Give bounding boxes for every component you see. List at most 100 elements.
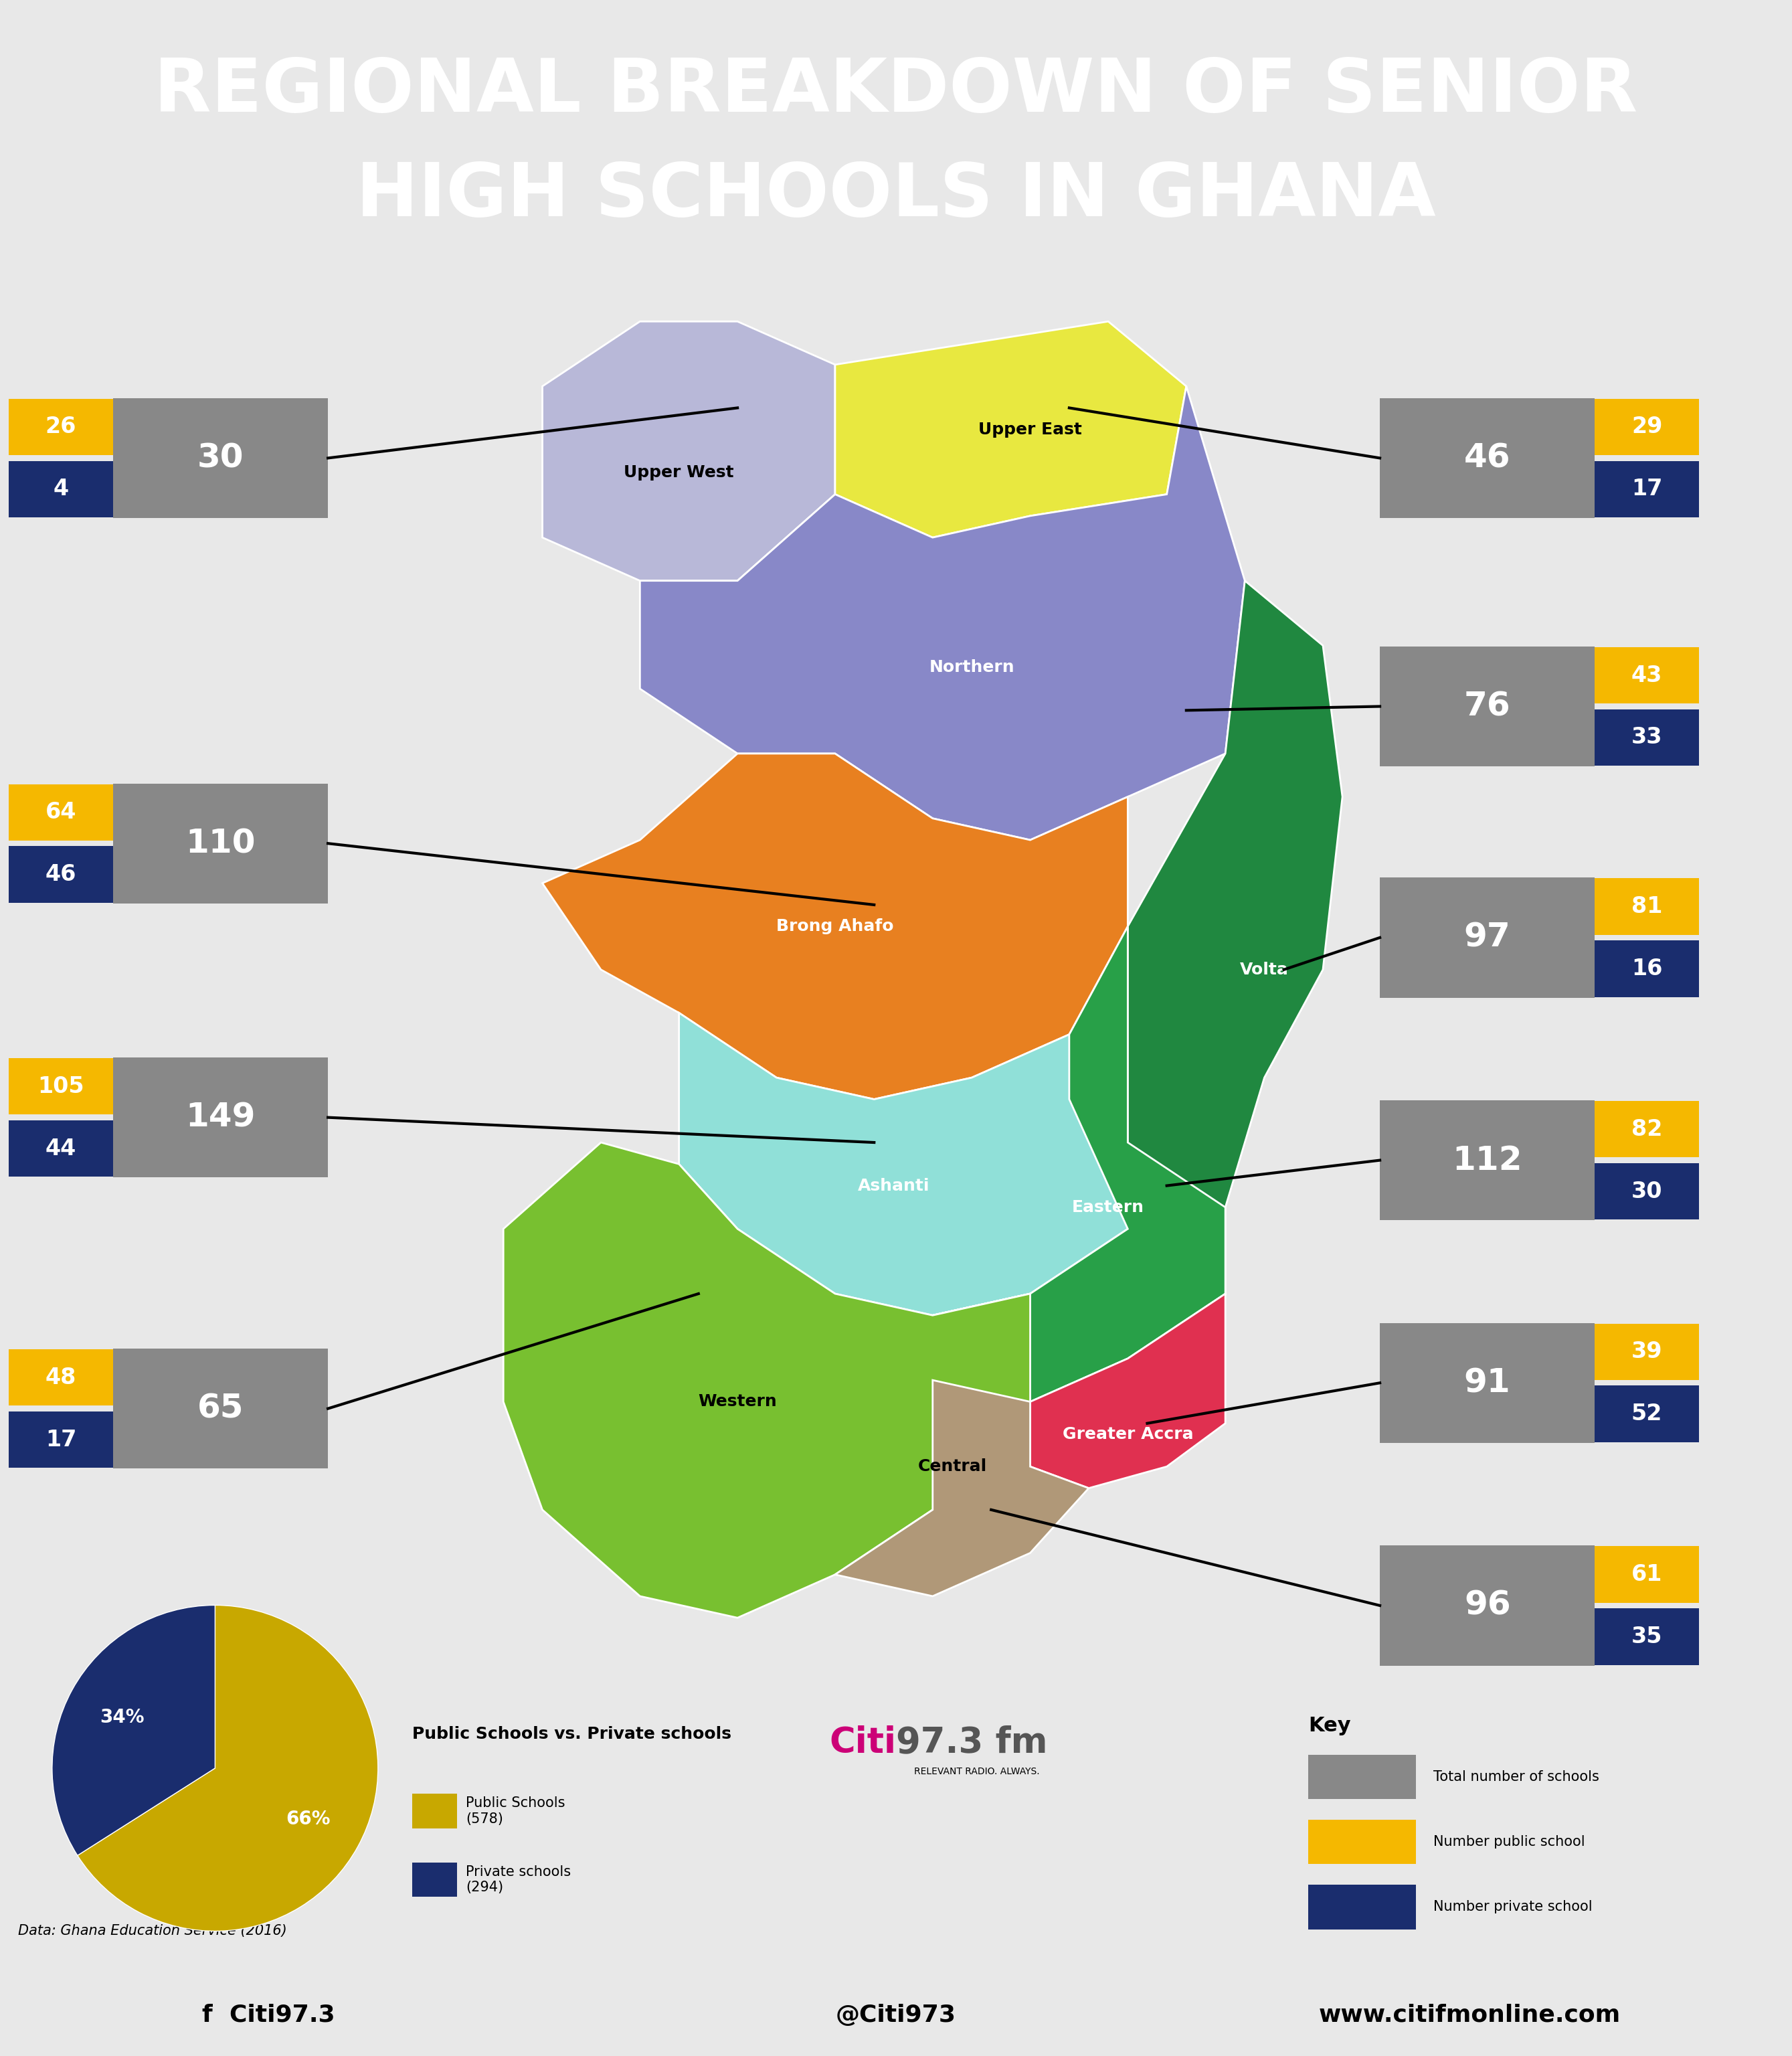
Bar <box>412 1795 457 1828</box>
Text: Data: Ghana Education Service (2016): Data: Ghana Education Service (2016) <box>18 1924 287 1937</box>
Text: Western: Western <box>699 1394 778 1410</box>
Bar <box>1308 1885 1416 1929</box>
Text: Central: Central <box>918 1458 987 1474</box>
Text: 112: 112 <box>1452 1145 1523 1176</box>
Text: Northern: Northern <box>928 660 1014 674</box>
Text: 39: 39 <box>1631 1341 1663 1363</box>
Text: 44: 44 <box>45 1137 77 1160</box>
Text: Number public school: Number public school <box>1434 1836 1586 1848</box>
FancyBboxPatch shape <box>9 1121 113 1176</box>
Text: 65: 65 <box>197 1392 244 1425</box>
Text: Key: Key <box>1308 1715 1351 1735</box>
FancyBboxPatch shape <box>113 1057 328 1178</box>
Text: f  Citi97.3: f Citi97.3 <box>202 2003 335 2027</box>
Text: 17: 17 <box>1631 479 1663 500</box>
Polygon shape <box>1127 580 1342 1293</box>
FancyBboxPatch shape <box>1595 878 1699 935</box>
Text: Brong Ahafo: Brong Ahafo <box>776 919 894 933</box>
FancyBboxPatch shape <box>113 783 328 903</box>
FancyBboxPatch shape <box>9 847 113 903</box>
Text: Upper East: Upper East <box>978 421 1082 438</box>
Text: 29: 29 <box>1631 415 1663 438</box>
Text: @Citi973: @Citi973 <box>835 2003 957 2027</box>
Text: Greater Accra: Greater Accra <box>1063 1427 1193 1441</box>
Polygon shape <box>640 387 1245 841</box>
Text: 34%: 34% <box>100 1709 145 1727</box>
Text: Total number of schools: Total number of schools <box>1434 1770 1600 1783</box>
Polygon shape <box>932 927 1226 1402</box>
FancyBboxPatch shape <box>1595 1164 1699 1219</box>
Text: Public Schools
(578): Public Schools (578) <box>466 1797 564 1826</box>
FancyBboxPatch shape <box>1595 1100 1699 1158</box>
FancyBboxPatch shape <box>113 399 328 518</box>
Polygon shape <box>543 321 835 580</box>
Text: Public Schools vs. Private schools: Public Schools vs. Private schools <box>412 1725 731 1741</box>
Text: www.citifmonline.com: www.citifmonline.com <box>1319 2003 1620 2027</box>
Text: 30: 30 <box>197 442 244 475</box>
Text: Ashanti: Ashanti <box>858 1178 930 1195</box>
Text: REGIONAL BREAKDOWN OF SENIOR: REGIONAL BREAKDOWN OF SENIOR <box>154 56 1638 127</box>
Text: Citi: Citi <box>830 1725 896 1760</box>
Polygon shape <box>835 1380 1090 1595</box>
Text: 105: 105 <box>38 1075 84 1098</box>
Polygon shape <box>1030 1293 1226 1489</box>
Text: 16: 16 <box>1631 958 1663 981</box>
FancyBboxPatch shape <box>1595 940 1699 997</box>
Wedge shape <box>52 1606 215 1855</box>
Text: 52: 52 <box>1631 1402 1663 1425</box>
Text: 46: 46 <box>1464 442 1511 475</box>
Text: 35: 35 <box>1631 1626 1663 1647</box>
Text: Number private school: Number private school <box>1434 1900 1593 1914</box>
Text: Volta: Volta <box>1240 962 1288 979</box>
FancyBboxPatch shape <box>1595 1324 1699 1380</box>
Text: 97: 97 <box>1464 921 1511 954</box>
Bar <box>1308 1754 1416 1799</box>
Text: 33: 33 <box>1631 726 1663 748</box>
Bar <box>412 1863 457 1898</box>
Text: 26: 26 <box>45 415 77 438</box>
FancyBboxPatch shape <box>9 783 113 841</box>
Wedge shape <box>77 1606 378 1931</box>
Polygon shape <box>504 1143 1030 1618</box>
FancyBboxPatch shape <box>1595 461 1699 518</box>
FancyBboxPatch shape <box>9 461 113 518</box>
Polygon shape <box>835 321 1186 537</box>
Text: 46: 46 <box>45 864 77 886</box>
FancyBboxPatch shape <box>9 1059 113 1114</box>
Text: 48: 48 <box>45 1367 77 1388</box>
Text: 81: 81 <box>1631 896 1663 917</box>
Text: 76: 76 <box>1464 691 1511 722</box>
Text: Eastern: Eastern <box>1072 1199 1145 1215</box>
Text: 17: 17 <box>45 1429 77 1452</box>
Text: Private schools
(294): Private schools (294) <box>466 1865 572 1894</box>
FancyBboxPatch shape <box>9 1410 113 1468</box>
Text: HIGH SCHOOLS IN GHANA: HIGH SCHOOLS IN GHANA <box>357 160 1435 232</box>
FancyBboxPatch shape <box>1380 1546 1595 1665</box>
Text: 97.3 fm: 97.3 fm <box>896 1725 1048 1760</box>
Text: 110: 110 <box>185 827 256 859</box>
FancyBboxPatch shape <box>1380 1322 1595 1443</box>
Text: 64: 64 <box>45 802 77 822</box>
Text: 82: 82 <box>1631 1118 1663 1141</box>
Text: 149: 149 <box>185 1102 256 1133</box>
Text: 66%: 66% <box>285 1809 330 1828</box>
FancyBboxPatch shape <box>1595 1608 1699 1665</box>
Text: 4: 4 <box>54 479 68 500</box>
Polygon shape <box>679 1014 1127 1316</box>
FancyBboxPatch shape <box>9 1349 113 1406</box>
FancyBboxPatch shape <box>113 1349 328 1468</box>
FancyBboxPatch shape <box>1595 1386 1699 1441</box>
Text: RELEVANT RADIO. ALWAYS.: RELEVANT RADIO. ALWAYS. <box>914 1766 1039 1776</box>
Text: 91: 91 <box>1464 1367 1511 1398</box>
FancyBboxPatch shape <box>1595 709 1699 765</box>
Text: 61: 61 <box>1631 1563 1663 1585</box>
Polygon shape <box>543 755 1127 1100</box>
FancyBboxPatch shape <box>9 399 113 454</box>
FancyBboxPatch shape <box>1595 648 1699 703</box>
FancyBboxPatch shape <box>1595 1546 1699 1604</box>
Bar <box>1308 1820 1416 1865</box>
FancyBboxPatch shape <box>1380 646 1595 767</box>
FancyBboxPatch shape <box>1595 399 1699 454</box>
FancyBboxPatch shape <box>1380 878 1595 997</box>
FancyBboxPatch shape <box>1380 1100 1595 1219</box>
